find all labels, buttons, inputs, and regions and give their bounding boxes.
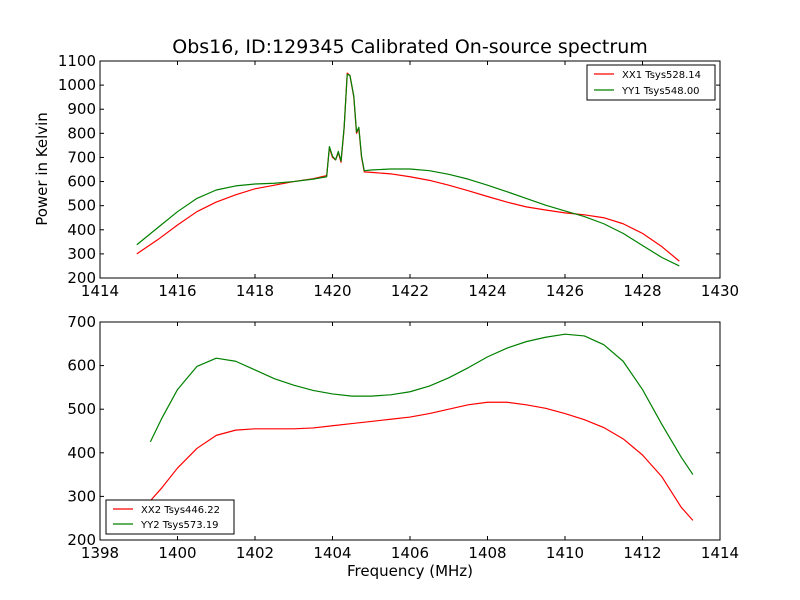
top-legend-label-yy1: YY1 Tsys548.00 xyxy=(621,86,700,97)
bottom-ytick-label: 600 xyxy=(67,357,96,375)
bottom-chart-plot-area: 1398 1400 1402 1404 1406 1408 1410 1412 1414 200 3… xyxy=(67,313,739,562)
top-ytick-label: 200 xyxy=(67,269,96,287)
bottom-xtick-label: 1406 xyxy=(391,544,429,562)
bottom-xtick-label: 1398 xyxy=(81,544,119,562)
bottom-ytick-label: 300 xyxy=(67,487,96,505)
top-ytick-label: 500 xyxy=(67,197,96,215)
bottom-xtick-label: 1408 xyxy=(468,544,506,562)
top-series-line-2 xyxy=(136,73,680,267)
top-xtick-label: 1422 xyxy=(391,282,429,300)
top-xtick-label: 1414 xyxy=(81,282,119,300)
top-xtick-label: 1428 xyxy=(623,282,661,300)
top-series-line-1 xyxy=(136,72,680,262)
top-ytick-label: 700 xyxy=(67,148,96,166)
bottom-xtick-label: 1402 xyxy=(236,544,274,562)
top-xtick-label: 1430 xyxy=(701,282,739,300)
top-ytick-label: 400 xyxy=(67,221,96,239)
top-xtick-label: 1420 xyxy=(313,282,351,300)
top-xtick-label: 1418 xyxy=(236,282,274,300)
top-ytick-label: 1000 xyxy=(58,76,96,94)
bottom-xtick-label: 1410 xyxy=(546,544,584,562)
bottom-series-line-2 xyxy=(149,333,694,475)
bottom-ytick-label: 400 xyxy=(67,444,96,462)
top-xtick-label: 1426 xyxy=(546,282,584,300)
top-ytick-label: 900 xyxy=(67,100,96,118)
top-xtick-label: 1416 xyxy=(158,282,196,300)
top-chart-plot-area: 1414 1416 1418 1420 1422 1424 1426 1428 1430 200 3… xyxy=(58,52,739,300)
bottom-ytick-label: 200 xyxy=(67,531,96,549)
top-legend-box xyxy=(586,64,716,101)
bottom-xtick-label: 1400 xyxy=(158,544,196,562)
top-ytick-label: 1100 xyxy=(58,52,96,70)
bottom-legend-label-xx2: XX2 Tsys446.22 xyxy=(141,505,220,516)
bottom-xtick-label: 1414 xyxy=(701,544,739,562)
top-legend-label-xx1: XX1 Tsys528.14 xyxy=(622,70,701,81)
bottom-chart-legend: XX2 Tsys446.22 YY2 Tsys573.19 xyxy=(105,499,235,535)
top-ytick-label: 300 xyxy=(67,245,96,263)
top-ytick-label: 600 xyxy=(67,173,96,191)
bottom-ytick-label: 700 xyxy=(67,313,96,331)
top-chart: Obs16, ID:129345 Calibrated On-source sp… xyxy=(33,36,739,300)
bottom-xtick-label: 1412 xyxy=(623,544,661,562)
bottom-series-line-1 xyxy=(149,401,694,521)
bottom-legend-label-yy2: YY2 Tsys573.19 xyxy=(140,520,219,531)
bottom-xtick-label: 1404 xyxy=(313,544,351,562)
bottom-chart: Frequency (MHz) 1398 1400 1402 1404 1406 1408… xyxy=(67,313,739,580)
top-chart-legend: XX1 Tsys528.14 YY1 Tsys548.00 xyxy=(586,64,716,101)
top-chart-title: Obs16, ID:129345 Calibrated On-source sp… xyxy=(172,36,648,58)
bottom-ytick-label: 500 xyxy=(67,400,96,418)
top-xtick-label: 1424 xyxy=(468,282,506,300)
bottom-legend-box xyxy=(105,499,235,535)
bottom-chart-xlabel: Frequency (MHz) xyxy=(347,562,473,580)
top-chart-ylabel: Power in Kelvin xyxy=(33,112,51,226)
top-ytick-label: 800 xyxy=(67,124,96,142)
